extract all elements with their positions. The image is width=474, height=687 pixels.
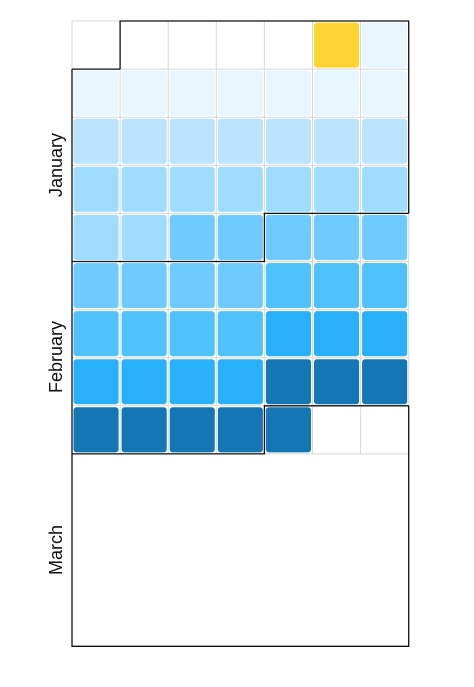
- day-cell: [169, 359, 215, 405]
- day-cell: [169, 311, 215, 357]
- day-cell: [121, 407, 167, 453]
- february-march-boundary: [72, 405, 409, 455]
- day-cell: [169, 70, 215, 116]
- day-cell: [217, 70, 263, 116]
- day-cell: [73, 311, 119, 357]
- day-cell: [73, 118, 119, 164]
- day-cell: [362, 118, 408, 164]
- day-cell: [73, 263, 119, 309]
- day-cell: [121, 118, 167, 164]
- month-label-february: February: [46, 321, 66, 393]
- outer-outline: [71, 69, 410, 647]
- day-cell: [265, 407, 311, 453]
- day-cell: [362, 311, 408, 357]
- day-cell: [314, 70, 360, 116]
- day-cells: [73, 22, 408, 453]
- day-cell: [314, 359, 360, 405]
- day-cell: [362, 70, 408, 116]
- day-cell: [121, 359, 167, 405]
- day-cell: [169, 118, 215, 164]
- day-cell: [73, 70, 119, 116]
- day-cell: [73, 214, 119, 260]
- day-cell: [121, 263, 167, 309]
- day-cell: [217, 214, 263, 260]
- day-cell: [217, 263, 263, 309]
- month-label-march: March: [46, 525, 66, 575]
- day-cell: [121, 70, 167, 116]
- day-cell: [362, 22, 408, 68]
- day-cell: [121, 311, 167, 357]
- month-label-january: January: [46, 133, 66, 197]
- day-cell: [217, 359, 263, 405]
- january-february-boundary: [72, 212, 409, 263]
- day-cell: [73, 359, 119, 405]
- day-cell: [169, 407, 215, 453]
- day-cell: [314, 311, 360, 357]
- month-boundaries: [71, 20, 410, 647]
- day-cell: [362, 359, 408, 405]
- day-cell: [121, 166, 167, 212]
- day-cell: [169, 214, 215, 260]
- day-cell: [362, 214, 408, 260]
- january-outline-top: [119, 20, 410, 214]
- day-cell: [169, 263, 215, 309]
- day-cell: [73, 166, 119, 212]
- day-cell: [362, 166, 408, 212]
- day-cell: [362, 263, 408, 309]
- day-cell: [314, 166, 360, 212]
- day-cell: [265, 118, 311, 164]
- day-cell: [265, 311, 311, 357]
- day-cell: [169, 166, 215, 212]
- day-cell: [265, 359, 311, 405]
- day-cell: [121, 214, 167, 260]
- day-cell: [217, 407, 263, 453]
- day-cell: [217, 118, 263, 164]
- day-cell: [265, 214, 311, 260]
- day-cell: [314, 118, 360, 164]
- day-cell: [314, 22, 360, 68]
- day-cell: [265, 263, 311, 309]
- day-cell: [217, 166, 263, 212]
- day-cell: [265, 166, 311, 212]
- day-cell: [73, 407, 119, 453]
- day-cell: [314, 214, 360, 260]
- day-cell: [265, 70, 311, 116]
- day-cell: [217, 311, 263, 357]
- day-cell: [314, 263, 360, 309]
